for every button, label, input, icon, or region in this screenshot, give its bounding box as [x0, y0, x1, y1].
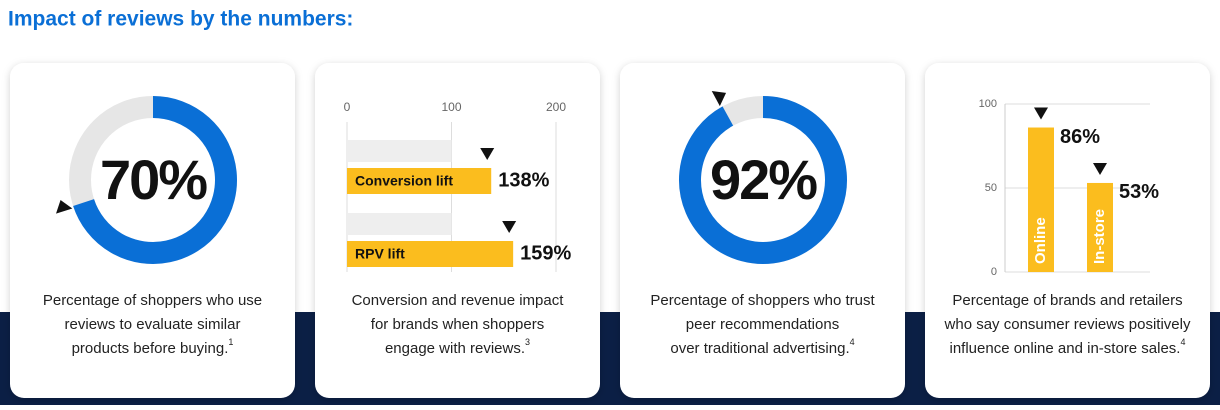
marker	[56, 199, 73, 214]
footnote: 1	[228, 337, 233, 347]
bar-category: Conversion lift	[355, 173, 453, 189]
marker	[502, 221, 517, 233]
caption-line: Conversion and revenue impact	[352, 292, 565, 309]
value-label: 53%	[1119, 181, 1159, 203]
page-title: Impact of reviews by the numbers:	[8, 8, 353, 31]
caption-text: Conversion and revenue impact	[352, 292, 565, 309]
caption-line: Percentage of brands and retailers	[952, 292, 1182, 309]
value-label: 159%	[520, 242, 571, 264]
caption-text: for brands when shoppers	[371, 316, 544, 333]
caption-text: reviews to evaluate similar	[65, 316, 241, 333]
caption-text: influence online and in-store sales.	[950, 340, 1181, 357]
x-tick-label: 0	[344, 100, 351, 114]
value-label: 92%	[710, 148, 817, 211]
x-tick-label: 200	[546, 100, 566, 114]
caption-line: engage with reviews.3	[385, 337, 530, 357]
caption-line: over traditional advertising.4	[670, 337, 854, 357]
value-label: 70%	[100, 148, 207, 211]
marker	[711, 91, 727, 107]
marker	[1093, 162, 1107, 175]
bar	[347, 241, 514, 267]
bar-category: In-store	[1091, 209, 1108, 264]
caption-text: Percentage of shoppers who trust	[650, 292, 875, 309]
caption-text: engage with reviews.	[385, 340, 525, 357]
caption-line: peer recommendations	[686, 316, 839, 333]
bar-bg	[347, 140, 452, 162]
marker	[480, 148, 495, 160]
caption-line: reviews to evaluate similar	[65, 316, 241, 333]
caption-line: products before buying.1	[72, 337, 234, 357]
caption-text: who say consumer reviews positively	[944, 316, 1191, 333]
caption-text: peer recommendations	[686, 316, 839, 333]
caption-text: over traditional advertising.	[670, 340, 849, 357]
caption-line: Percentage of shoppers who use	[43, 292, 262, 309]
bar-bg	[347, 213, 452, 235]
bar-category: Online	[1032, 217, 1049, 264]
bar	[1028, 127, 1054, 273]
caption-line: for brands when shoppers	[371, 316, 544, 333]
caption-line: influence online and in-store sales.4	[950, 337, 1186, 357]
marker	[1034, 107, 1048, 120]
x-tick-label: 100	[441, 100, 461, 114]
caption-text: products before buying.	[72, 340, 229, 357]
y-tick-label: 50	[985, 182, 997, 194]
caption-line: who say consumer reviews positively	[944, 316, 1191, 333]
y-tick-label: 0	[991, 266, 997, 278]
y-tick-label: 100	[979, 98, 997, 110]
bar	[1087, 182, 1113, 272]
donut-arc	[679, 96, 847, 264]
card	[925, 63, 1210, 398]
value-label: 138%	[498, 169, 549, 191]
caption-text: Percentage of brands and retailers	[952, 292, 1182, 309]
caption-line: Percentage of shoppers who trust	[650, 292, 875, 309]
donut-arc	[73, 96, 237, 264]
caption-text: Percentage of shoppers who use	[43, 292, 262, 309]
bar-category: RPV lift	[355, 246, 405, 262]
footnote: 3	[525, 337, 530, 347]
bar	[347, 168, 492, 194]
value-label: 86%	[1060, 126, 1100, 148]
footnote: 4	[850, 337, 855, 347]
footnote: 4	[1180, 337, 1185, 347]
